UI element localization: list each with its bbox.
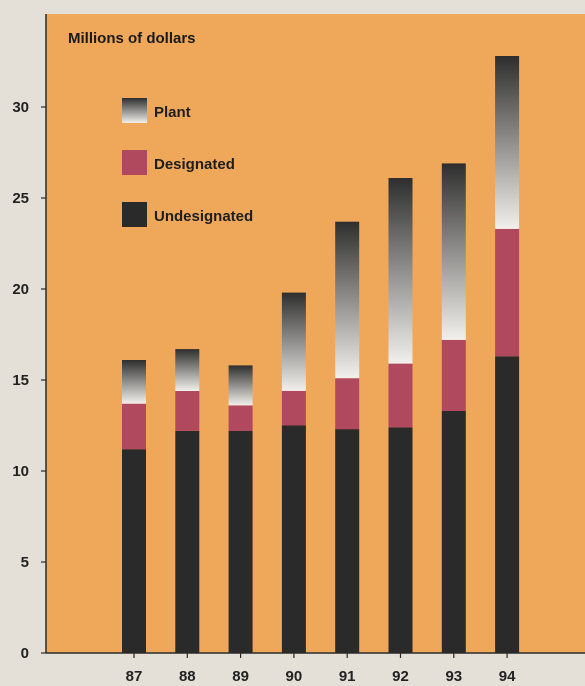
bar-undesignated-88	[175, 431, 200, 653]
bar-designated-87	[122, 403, 146, 450]
bar-designated-89	[228, 405, 253, 431]
x-tick-label-92: 92	[392, 668, 409, 685]
x-tick-labels: 87 88 89 90 91 92 93 94	[126, 653, 516, 685]
bar-undesignated-90	[281, 425, 306, 653]
x-tick-label-93: 93	[445, 668, 462, 685]
x-tick-label-87: 87	[126, 668, 143, 685]
legend-swatch-designated	[122, 150, 147, 175]
y-unit-label: Millions of dollars	[68, 30, 196, 47]
bar-designated-92	[388, 363, 413, 428]
legend-label-plant: Plant	[154, 104, 191, 121]
bar-plant-87	[122, 360, 146, 404]
bar-designated-91	[335, 378, 360, 430]
bar-plant-91	[335, 221, 360, 379]
legend-label-undesignated: Undesignated	[154, 208, 253, 225]
bar-undesignated-89	[228, 431, 253, 653]
bar-undesignated-91	[335, 429, 360, 653]
bars-group	[122, 56, 520, 653]
bar-plant-94	[495, 56, 520, 229]
x-tick-label-88: 88	[179, 668, 196, 685]
x-tick-label-89: 89	[232, 668, 249, 685]
bar-designated-93	[441, 340, 466, 411]
legend-swatch-plant	[122, 98, 147, 123]
legend-label-designated: Designated	[154, 156, 235, 173]
bar-undesignated-94	[495, 356, 520, 653]
bar-plant-93	[441, 163, 466, 340]
x-tick-label-91: 91	[339, 668, 356, 685]
bar-undesignated-93	[441, 410, 466, 653]
y-tick-labels: 0 5 10 15 20 25 30	[12, 99, 46, 662]
y-tick-label-5: 5	[21, 554, 29, 571]
bar-plant-90	[281, 292, 306, 391]
bar-undesignated-87	[122, 449, 146, 653]
legend: Plant Designated Undesignated	[122, 98, 253, 227]
y-tick-label-15: 15	[12, 372, 29, 389]
bar-plant-89	[228, 365, 253, 406]
y-tick-label-25: 25	[12, 190, 29, 207]
bar-designated-88	[175, 390, 200, 431]
y-tick-label-20: 20	[12, 281, 29, 298]
x-tick-label-90: 90	[286, 668, 303, 685]
bar-undesignated-92	[388, 427, 413, 653]
y-tick-label-10: 10	[12, 463, 29, 480]
bar-designated-94	[495, 228, 520, 357]
y-tick-label-0: 0	[21, 645, 29, 662]
bar-designated-90	[281, 390, 306, 426]
bar-plant-88	[175, 349, 200, 391]
bar-plant-92	[388, 178, 413, 364]
legend-swatch-undesignated	[122, 202, 147, 227]
y-tick-label-30: 30	[12, 99, 29, 116]
x-tick-label-94: 94	[499, 668, 516, 685]
